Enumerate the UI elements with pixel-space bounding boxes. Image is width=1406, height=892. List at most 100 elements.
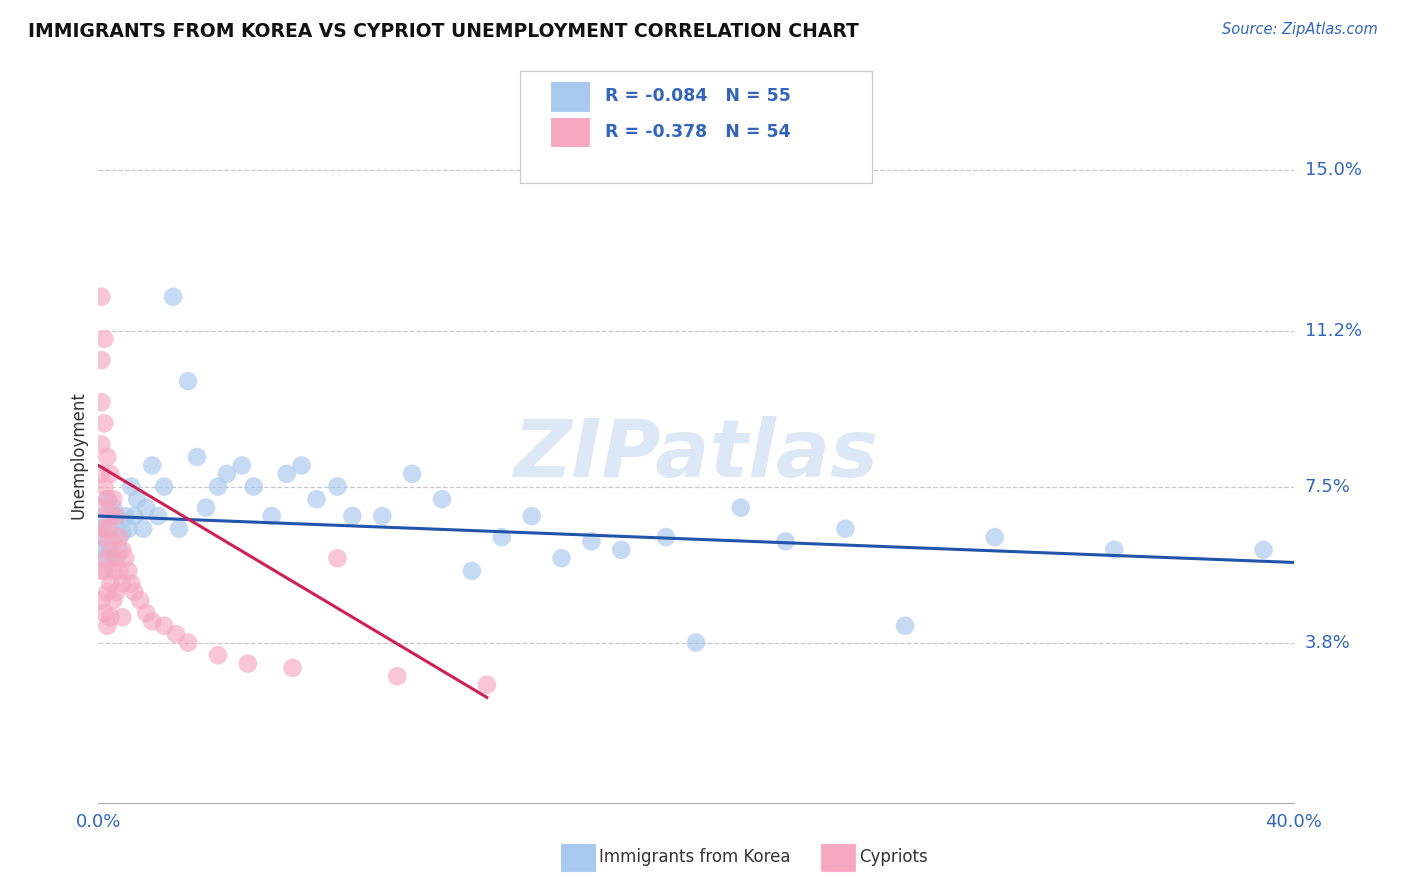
Point	[135, 606, 157, 620]
Point	[93, 564, 115, 578]
Point	[93, 551, 115, 566]
Point	[207, 648, 229, 663]
Point	[1253, 542, 1275, 557]
Point	[96, 492, 118, 507]
Point	[108, 564, 131, 578]
Point	[96, 450, 118, 464]
Point	[90, 593, 112, 607]
Point	[111, 542, 134, 557]
Point	[111, 610, 134, 624]
Point	[111, 576, 134, 591]
Point	[129, 593, 152, 607]
Point	[231, 458, 253, 473]
Text: Cypriots: Cypriots	[859, 848, 928, 866]
Point	[90, 467, 112, 481]
Point	[98, 610, 122, 624]
Point	[103, 593, 125, 607]
Point	[186, 450, 208, 464]
Point	[243, 479, 266, 493]
Point	[326, 551, 349, 566]
Point	[520, 509, 543, 524]
Point	[120, 479, 142, 493]
Text: 15.0%: 15.0%	[1305, 161, 1361, 179]
Point	[215, 467, 238, 481]
Point	[124, 585, 146, 599]
Point	[103, 551, 125, 566]
Point	[93, 479, 115, 493]
Point	[93, 332, 115, 346]
Point	[153, 479, 176, 493]
Point	[655, 530, 678, 544]
Point	[96, 522, 118, 536]
Point	[153, 618, 176, 632]
Point	[90, 395, 112, 409]
Point	[983, 530, 1005, 544]
Point	[685, 635, 707, 649]
Text: Immigrants from Korea: Immigrants from Korea	[599, 848, 790, 866]
Point	[98, 576, 122, 591]
Point	[177, 374, 200, 388]
Text: 3.8%: 3.8%	[1305, 633, 1350, 651]
Point	[430, 492, 453, 507]
Point	[98, 467, 122, 481]
Y-axis label: Unemployment: Unemployment	[69, 391, 87, 519]
Point	[105, 585, 128, 599]
Point	[114, 509, 136, 524]
Point	[105, 509, 128, 524]
Point	[98, 509, 122, 524]
Point	[207, 479, 229, 493]
Point	[96, 492, 118, 507]
Point	[290, 458, 312, 473]
Point	[90, 542, 112, 557]
Text: R = -0.084   N = 55: R = -0.084 N = 55	[605, 87, 790, 105]
Point	[834, 522, 856, 536]
Point	[120, 576, 142, 591]
Text: 7.5%: 7.5%	[1305, 477, 1351, 496]
Point	[894, 618, 917, 632]
Point	[281, 661, 304, 675]
Point	[108, 542, 131, 557]
Point	[98, 522, 122, 536]
Point	[610, 542, 633, 557]
Point	[103, 534, 125, 549]
Point	[103, 492, 125, 507]
Point	[730, 500, 752, 515]
Point	[98, 542, 122, 557]
Point	[93, 509, 115, 524]
Point	[96, 585, 118, 599]
Point	[1104, 542, 1126, 557]
Point	[141, 458, 163, 473]
Point	[90, 530, 112, 544]
Point	[194, 500, 218, 515]
Point	[165, 627, 187, 641]
Point	[117, 564, 139, 578]
Point	[342, 509, 364, 524]
Point	[105, 551, 128, 566]
Point	[260, 509, 283, 524]
Point	[550, 551, 572, 566]
Point	[108, 530, 131, 544]
Point	[103, 500, 125, 515]
Point	[236, 657, 259, 671]
Text: ZIPatlas: ZIPatlas	[513, 416, 879, 494]
Point	[775, 534, 797, 549]
Point	[117, 522, 139, 536]
Point	[111, 525, 134, 540]
Text: R = -0.378   N = 54: R = -0.378 N = 54	[605, 123, 790, 141]
Point	[167, 522, 190, 536]
Point	[93, 606, 115, 620]
Point	[371, 509, 394, 524]
Point	[96, 618, 118, 632]
Point	[135, 500, 157, 515]
Point	[105, 509, 128, 524]
Point	[90, 353, 112, 368]
Point	[581, 534, 603, 549]
Point	[124, 509, 146, 524]
Point	[96, 551, 118, 566]
Point	[385, 669, 409, 683]
Point	[491, 530, 513, 544]
Point	[177, 635, 200, 649]
Point	[90, 290, 112, 304]
Point	[114, 551, 136, 566]
Point	[148, 509, 170, 524]
